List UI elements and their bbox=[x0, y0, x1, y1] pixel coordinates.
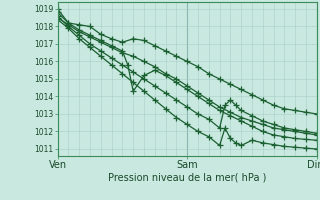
X-axis label: Pression niveau de la mer( hPa ): Pression niveau de la mer( hPa ) bbox=[108, 173, 266, 183]
